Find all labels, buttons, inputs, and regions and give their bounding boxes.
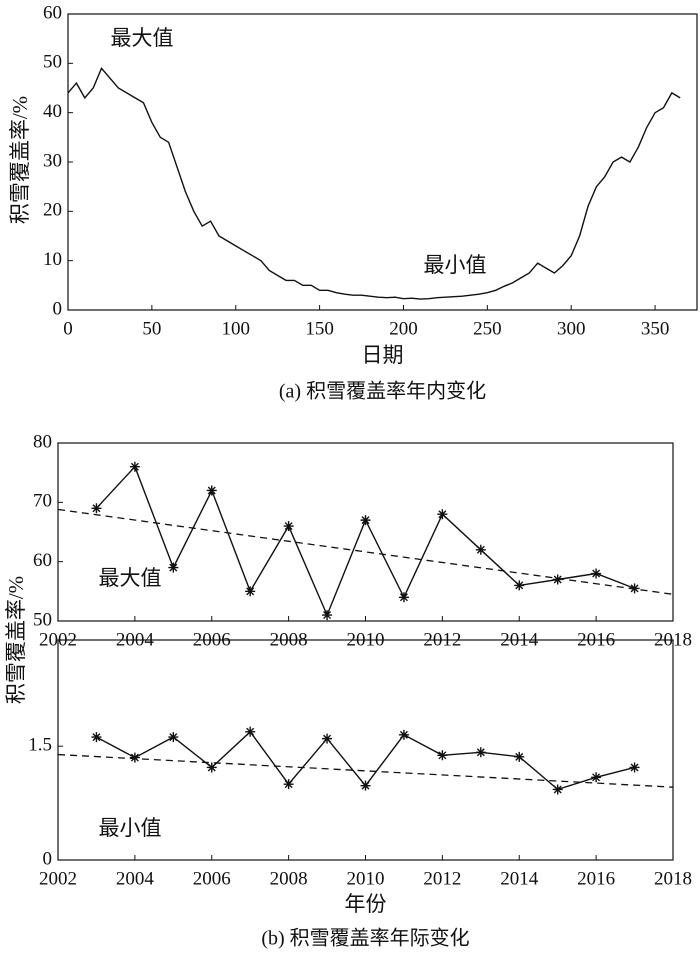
data-point bbox=[283, 521, 294, 532]
trend-line bbox=[57, 753, 674, 788]
x-tick-label: 50 bbox=[142, 318, 161, 339]
x-tick-label: 0 bbox=[63, 318, 73, 339]
data-point bbox=[322, 610, 333, 621]
data-point bbox=[168, 562, 179, 573]
y-axis-label: 积雪覆盖率/% bbox=[8, 96, 32, 224]
data-point bbox=[245, 586, 256, 597]
annotation: 最小值 bbox=[424, 253, 487, 277]
annotation: 最大值 bbox=[111, 26, 174, 50]
x-tick-label: 350 bbox=[641, 318, 670, 339]
data-point bbox=[245, 726, 256, 737]
y-tick-label: 0 bbox=[43, 848, 53, 869]
y-tick-label: 60 bbox=[33, 550, 52, 571]
y-tick-label: 80 bbox=[33, 431, 52, 452]
data-point bbox=[629, 583, 640, 594]
data-point bbox=[437, 509, 448, 520]
data-point bbox=[360, 515, 371, 526]
trend-line bbox=[57, 508, 674, 595]
data-point bbox=[552, 784, 563, 795]
data-point bbox=[398, 729, 409, 740]
data-point bbox=[129, 752, 140, 763]
x-axis-label: 日期 bbox=[362, 343, 404, 367]
data-point bbox=[322, 733, 333, 744]
x-tick-label: 2002 bbox=[39, 868, 77, 889]
plot-frame bbox=[67, 13, 698, 311]
y-tick-label: 1.5 bbox=[28, 735, 52, 756]
x-tick-label: 2014 bbox=[500, 868, 539, 889]
x-tick-label: 250 bbox=[473, 318, 502, 339]
x-tick-label: 200 bbox=[389, 318, 418, 339]
data-point bbox=[629, 762, 640, 773]
data-point bbox=[591, 568, 602, 579]
data-point bbox=[514, 751, 525, 762]
y-tick-label: 50 bbox=[43, 52, 62, 73]
data-line bbox=[67, 66, 681, 300]
caption: (a) 积雪覆盖率年内变化 bbox=[279, 380, 486, 403]
x-tick-label: 2004 bbox=[116, 868, 155, 889]
data-point bbox=[91, 503, 102, 514]
data-point bbox=[475, 544, 486, 555]
y-tick-label: 10 bbox=[43, 249, 62, 270]
x-tick-label: 2010 bbox=[347, 868, 385, 889]
y-tick-label: 0 bbox=[53, 298, 63, 319]
y-tick-label: 50 bbox=[33, 609, 52, 630]
y-tick-label: 40 bbox=[43, 101, 62, 122]
data-point bbox=[552, 574, 563, 585]
data-point bbox=[206, 762, 217, 773]
data-line bbox=[95, 465, 635, 617]
x-axis-label: 年份 bbox=[345, 892, 387, 916]
annotation: 最小值 bbox=[99, 816, 162, 840]
x-tick-label: 2012 bbox=[423, 868, 461, 889]
data-point bbox=[398, 592, 409, 603]
x-tick-label: 2018 bbox=[654, 868, 692, 889]
y-tick-label: 60 bbox=[43, 2, 62, 23]
y-tick-label: 70 bbox=[33, 491, 52, 512]
x-tick-label: 300 bbox=[557, 318, 586, 339]
y-tick-label: 30 bbox=[43, 150, 62, 171]
data-point bbox=[475, 747, 486, 758]
data-point bbox=[283, 779, 294, 790]
data-point bbox=[360, 780, 371, 791]
x-tick-label: 2006 bbox=[193, 868, 231, 889]
y-tick-label: 20 bbox=[43, 200, 62, 221]
plot-frame bbox=[57, 442, 674, 622]
data-point bbox=[206, 485, 217, 496]
data-point bbox=[168, 732, 179, 743]
x-tick-label: 2016 bbox=[577, 868, 615, 889]
x-tick-label: 150 bbox=[305, 318, 334, 339]
x-tick-label: 100 bbox=[221, 318, 250, 339]
annotation: 最大值 bbox=[99, 566, 162, 590]
data-point bbox=[437, 750, 448, 761]
data-point bbox=[91, 732, 102, 743]
data-point bbox=[591, 772, 602, 783]
y-axis-label: 积雪覆盖率/% bbox=[4, 576, 28, 704]
x-tick-label: 2008 bbox=[270, 868, 308, 889]
data-point bbox=[514, 580, 525, 591]
caption: (b) 积雪覆盖率年际变化 bbox=[261, 927, 469, 950]
data-point bbox=[129, 461, 140, 472]
